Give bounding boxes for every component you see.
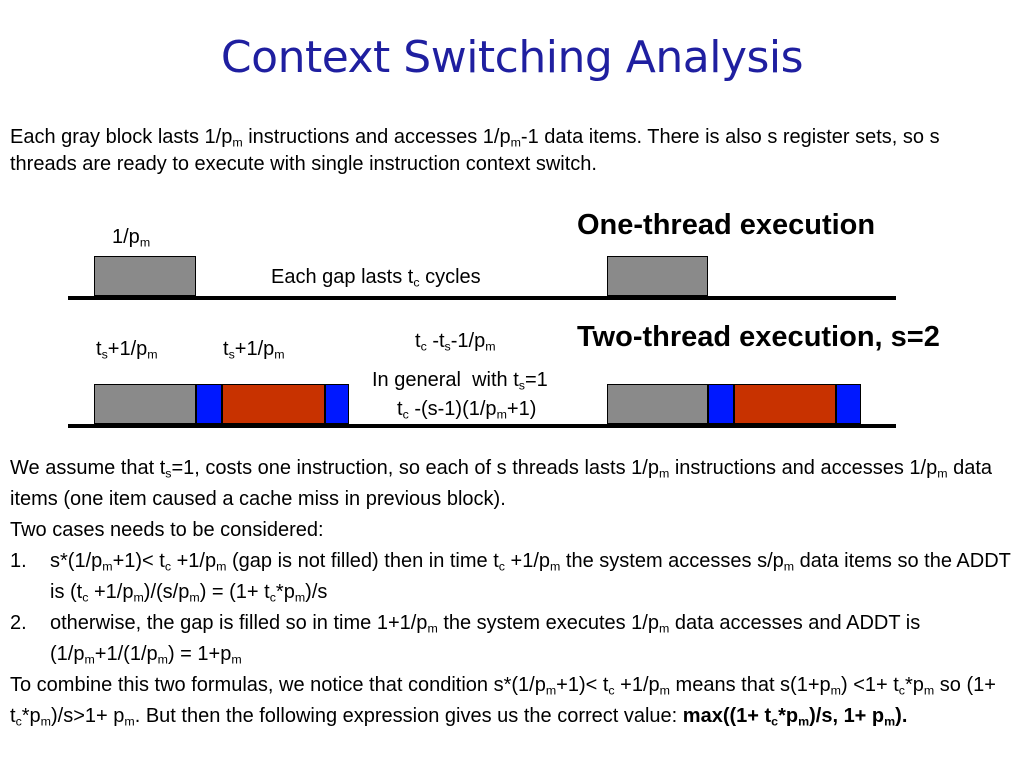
gray-block: [607, 384, 708, 424]
list-number: 2.: [10, 612, 27, 634]
cases-intro: Two cases needs to be considered:: [10, 519, 324, 541]
gap-duration-label: Each gap lasts tc cycles: [271, 266, 481, 290]
gray-block: [94, 384, 196, 424]
list-item: 1. s*(1/pm+1)< tc +1/pm (gap is not fill…: [10, 546, 1015, 608]
two-thread-timeline: [68, 424, 896, 428]
one-thread-timeline: [68, 296, 896, 300]
one-thread-heading: One-thread execution: [577, 209, 876, 241]
case-1-text: s*(1/pm+1)< tc +1/pm (gap is not filled)…: [50, 550, 1011, 605]
general-case-label: In general with ts=1: [372, 369, 548, 393]
list-number: 1.: [10, 550, 27, 572]
second-thread-block: [734, 384, 836, 424]
context-switch-block: [708, 384, 734, 424]
assumption-paragraph: We assume that ts=1, costs one instructi…: [10, 457, 993, 510]
remaining-gap-label: tc -ts-1/pm: [415, 330, 496, 354]
general-case-formula: tc -(s-1)(1/pm+1): [397, 398, 537, 422]
gray-block: [94, 256, 196, 296]
second-thread-block: [222, 384, 325, 424]
intro-text: Each gray block lasts 1/pm instructions …: [10, 126, 940, 175]
list-item: 2. otherwise, the gap is filled so in ti…: [10, 608, 1015, 670]
thread2-duration-label: ts+1/pm: [223, 338, 285, 362]
two-thread-heading: Two-thread execution, s=2: [577, 321, 940, 353]
thread1-duration-label: ts+1/pm: [96, 338, 158, 362]
slide-title: Context Switching Analysis: [220, 32, 804, 83]
context-switch-block: [836, 384, 861, 424]
conclusion-paragraph: To combine this two formulas, we notice …: [10, 674, 996, 729]
block-duration-label: 1/pm: [112, 226, 151, 250]
analysis-text: We assume that ts=1, costs one instructi…: [10, 453, 1015, 732]
gray-block: [607, 256, 708, 296]
context-switch-block: [325, 384, 349, 424]
context-switch-block: [196, 384, 222, 424]
case-2-text: otherwise, the gap is filled so in time …: [50, 612, 921, 667]
